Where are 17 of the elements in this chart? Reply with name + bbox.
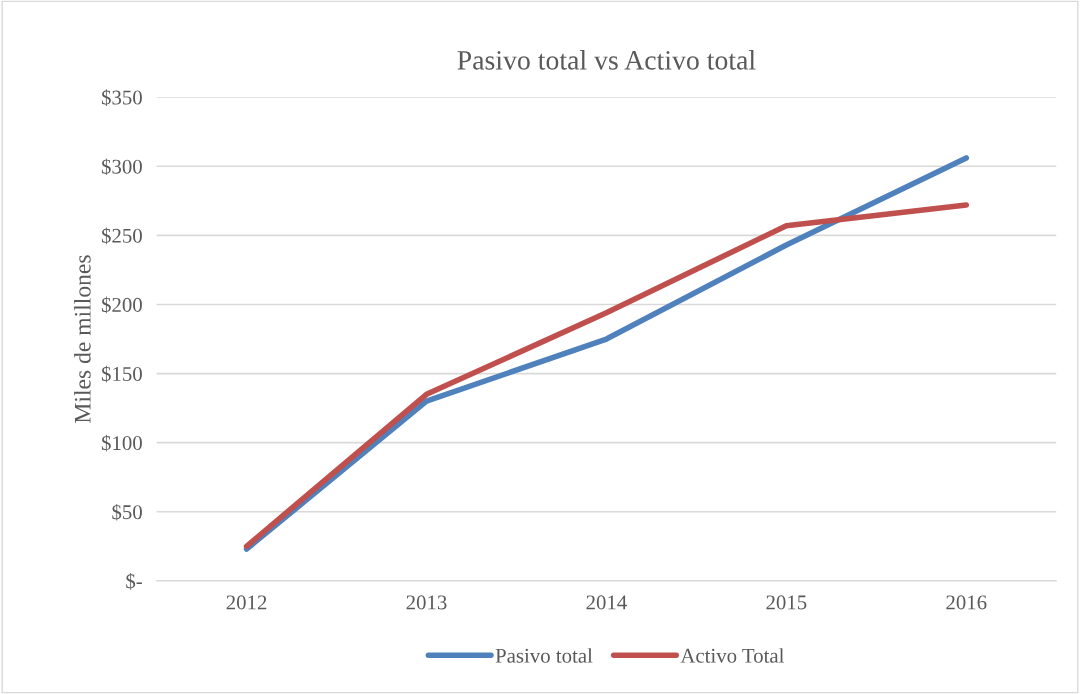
y-tick-label: $250	[101, 227, 142, 245]
x-tick-label: 2016	[946, 595, 987, 610]
y-axis-title: Miles de millones	[74, 255, 91, 423]
y-tick-label: $100	[101, 434, 142, 452]
y-tick-label: $200	[101, 296, 142, 314]
x-tick-label: 2012	[226, 595, 267, 610]
x-tick-label: 2015	[766, 595, 807, 610]
y-tick-label: $150	[101, 365, 142, 383]
x-tick-label: 2013	[406, 595, 447, 610]
y-tick-label: $300	[101, 158, 142, 176]
y-tick-label: $-	[126, 573, 142, 590]
legend-label: Pasivo total	[495, 648, 593, 663]
x-tick-label: 2014	[586, 595, 627, 610]
chart-title: Pasivo total vs Activo total	[457, 50, 756, 70]
legend-label: Activo Total	[680, 648, 785, 663]
y-tick-label: $350	[101, 89, 142, 106]
y-tick-label: $50	[112, 503, 142, 521]
